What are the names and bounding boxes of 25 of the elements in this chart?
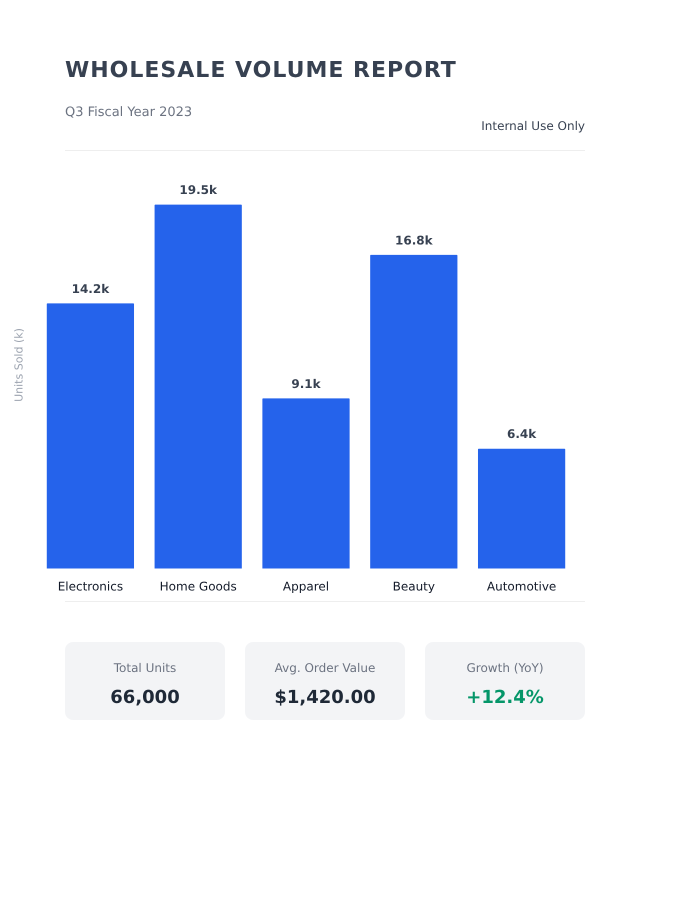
text: Internal Use Only <box>481 118 585 136</box>
text: $1,420.00 <box>273 686 377 710</box>
data-label: 19.5k <box>179 182 218 197</box>
text: 66,000 <box>109 686 181 710</box>
chart-subtitle: Q3 Fiscal Year 2023 <box>65 104 192 122</box>
data-label: 14.2k <box>72 281 110 296</box>
data-label: 16.8k <box>395 232 434 247</box>
x-tick-label: Electronics <box>58 579 124 594</box>
bar <box>370 254 458 568</box>
chart-title: WHOLESALE VOLUME REPORT <box>65 57 458 85</box>
x-tick-label: Home Goods <box>160 579 237 594</box>
data-label: 6.4k <box>506 426 538 441</box>
text: Growth (YoY) <box>465 660 545 677</box>
text: +12.4% <box>465 686 545 710</box>
y-axis-title: Units Sold (k) <box>12 328 26 402</box>
bar <box>478 448 566 568</box>
data-label: 9.1k <box>291 376 322 390</box>
text: Avg. Order Value <box>274 660 376 677</box>
x-tick-label: Beauty <box>392 579 435 594</box>
x-tick-label: Automotive <box>486 579 556 594</box>
bar <box>46 302 134 568</box>
bar <box>154 204 242 568</box>
bar <box>262 398 350 568</box>
x-tick-label: Apparel <box>282 579 330 594</box>
text: Total Units <box>112 660 178 677</box>
